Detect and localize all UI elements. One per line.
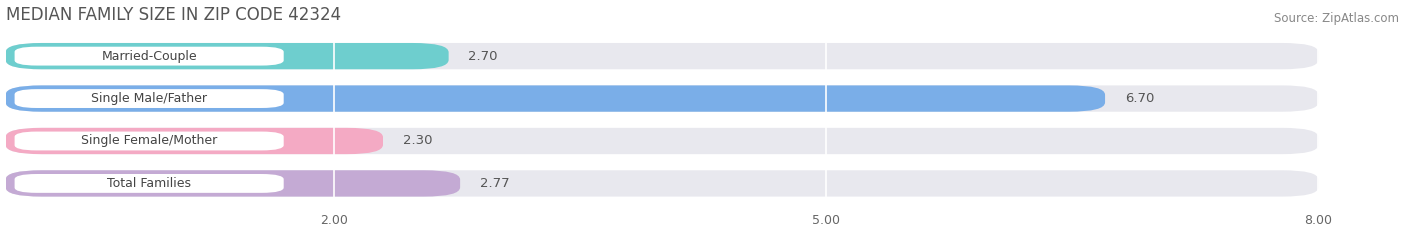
Text: 6.70: 6.70 — [1125, 92, 1154, 105]
FancyBboxPatch shape — [14, 173, 284, 194]
Text: 2.77: 2.77 — [479, 177, 509, 190]
Text: MEDIAN FAMILY SIZE IN ZIP CODE 42324: MEDIAN FAMILY SIZE IN ZIP CODE 42324 — [6, 6, 340, 24]
FancyBboxPatch shape — [14, 88, 284, 109]
Text: 2.30: 2.30 — [402, 134, 432, 147]
FancyBboxPatch shape — [14, 46, 284, 66]
FancyBboxPatch shape — [6, 86, 1105, 112]
FancyBboxPatch shape — [14, 131, 284, 151]
FancyBboxPatch shape — [6, 170, 1319, 197]
FancyBboxPatch shape — [6, 86, 1319, 112]
Text: Single Female/Mother: Single Female/Mother — [82, 134, 218, 147]
Text: Source: ZipAtlas.com: Source: ZipAtlas.com — [1274, 12, 1399, 25]
FancyBboxPatch shape — [6, 128, 1319, 154]
Text: Total Families: Total Families — [107, 177, 191, 190]
Text: Married-Couple: Married-Couple — [101, 50, 197, 63]
Text: 2.70: 2.70 — [468, 50, 498, 63]
FancyBboxPatch shape — [6, 170, 460, 197]
FancyBboxPatch shape — [6, 128, 382, 154]
FancyBboxPatch shape — [6, 43, 1319, 69]
Text: Single Male/Father: Single Male/Father — [91, 92, 207, 105]
FancyBboxPatch shape — [6, 43, 449, 69]
